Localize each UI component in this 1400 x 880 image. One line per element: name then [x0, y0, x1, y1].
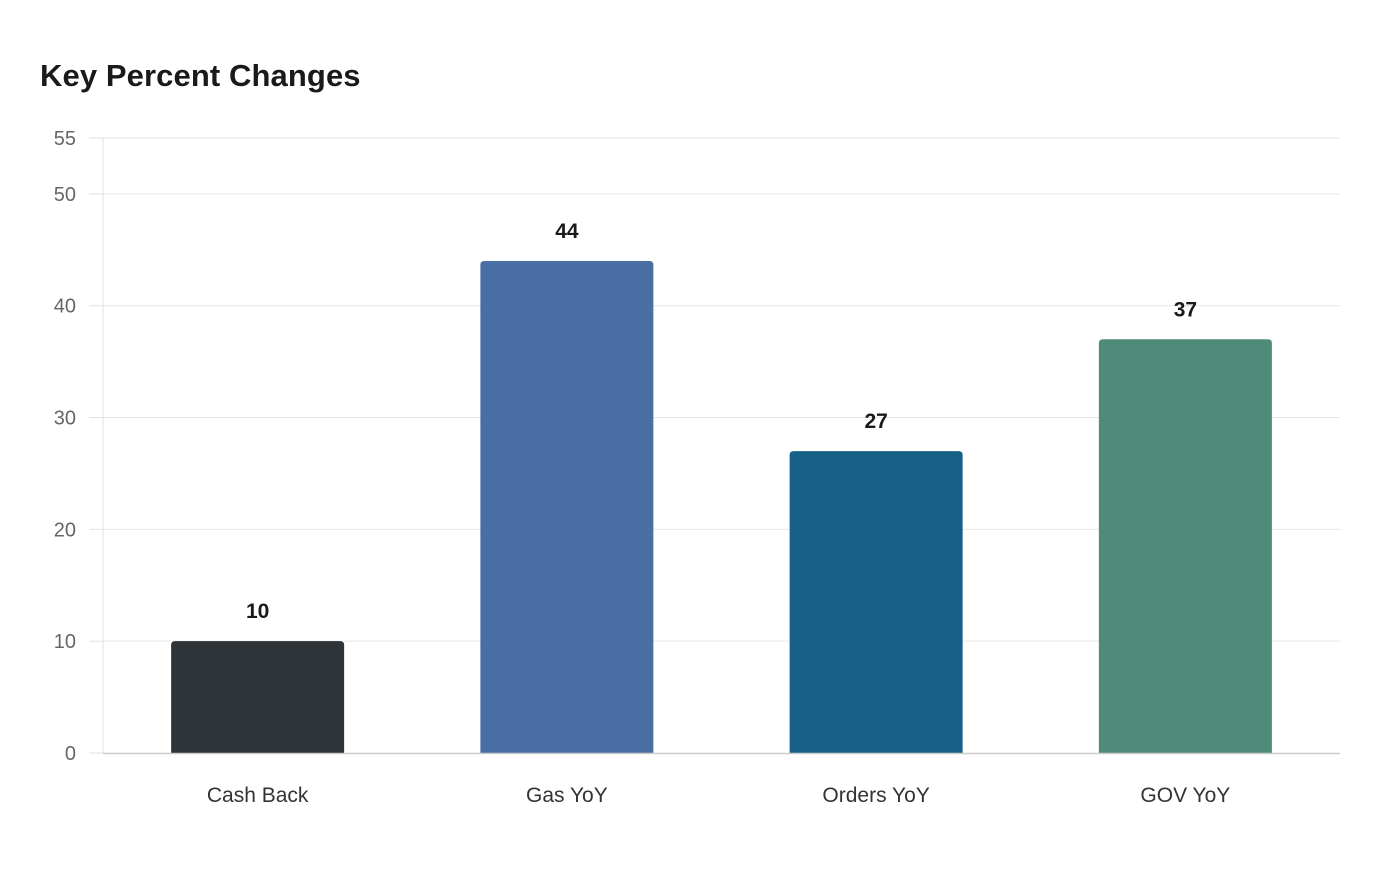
data-label: 44: [555, 220, 579, 243]
bar-gas-yoy: [480, 261, 654, 753]
value-labels: 10 44 27 37: [246, 220, 1197, 623]
bar-cash-back: [171, 641, 345, 753]
y-tick-label: 20: [54, 519, 76, 541]
y-tick-label: 0: [65, 743, 76, 765]
y-tick-label: 30: [54, 408, 76, 430]
axes: [89, 137, 104, 754]
bars: [171, 261, 1272, 753]
data-label: 10: [246, 600, 269, 623]
y-tick-labels: 0 10 20 30 40 50 55: [54, 128, 76, 765]
x-tick-label: GOV YoY: [1140, 784, 1230, 807]
bar-gov-yoy: [1098, 339, 1272, 753]
y-tick-label: 55: [54, 128, 76, 150]
data-label: 37: [1174, 298, 1197, 321]
y-tick-label: 50: [54, 184, 76, 206]
chart-title: Key Percent Changes: [40, 58, 361, 93]
data-label: 27: [864, 410, 887, 433]
x-tick-label: Cash Back: [207, 784, 309, 807]
x-tick-label: Orders YoY: [822, 784, 929, 807]
bar-orders-yoy: [789, 451, 963, 753]
y-tick-label: 10: [54, 631, 76, 653]
y-tick-label: 40: [54, 296, 76, 318]
category-labels: Cash Back Gas YoY Orders YoY GOV YoY: [207, 784, 1230, 807]
x-tick-label: Gas YoY: [526, 784, 608, 807]
